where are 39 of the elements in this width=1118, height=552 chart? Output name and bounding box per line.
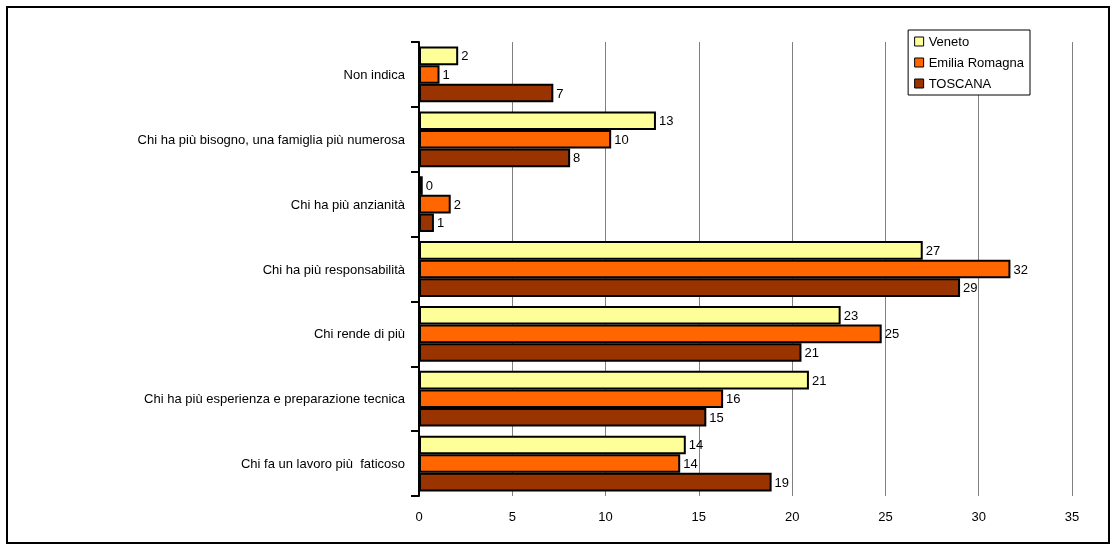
legend-label: Veneto bbox=[928, 34, 970, 49]
x-tick-label: 5 bbox=[508, 509, 516, 524]
data-label: 7 bbox=[556, 85, 564, 101]
data-label: 0 bbox=[425, 178, 433, 194]
x-tick-label: 25 bbox=[878, 509, 893, 524]
data-label: 23 bbox=[843, 307, 859, 323]
data-label: 19 bbox=[774, 474, 790, 490]
data-label: 1 bbox=[442, 66, 450, 82]
y-tick-label: Chi rende di più bbox=[313, 326, 405, 342]
data-label: 8 bbox=[573, 150, 581, 166]
data-label: 14 bbox=[688, 437, 704, 453]
legend-label: Emilia Romagna bbox=[928, 55, 1025, 70]
data-label: 21 bbox=[804, 344, 819, 360]
y-tick-label: Chi ha più responsabilità bbox=[262, 261, 406, 277]
y-tick-label: Chi ha più esperienza e preparazione tecnica bbox=[144, 391, 406, 407]
data-label: 10 bbox=[614, 131, 629, 147]
data-label: 27 bbox=[925, 242, 941, 258]
data-label: 2 bbox=[461, 48, 469, 64]
x-tick-label: 15 bbox=[691, 509, 707, 524]
data-label: 2 bbox=[453, 196, 461, 212]
y-tick-label: Chi ha più anzianità bbox=[290, 196, 406, 212]
data-label: 21 bbox=[811, 372, 827, 388]
legend-label: TOSCANA bbox=[928, 76, 992, 91]
x-tick-label: 0 bbox=[415, 509, 423, 524]
y-tick-label: Chi fa un lavoro più faticoso bbox=[240, 456, 405, 472]
x-tick-label: 10 bbox=[598, 509, 613, 524]
data-label: 29 bbox=[963, 280, 978, 296]
x-tick-label: 20 bbox=[784, 509, 800, 524]
data-label: 16 bbox=[726, 391, 741, 407]
data-label: 13 bbox=[658, 113, 674, 129]
data-label: 32 bbox=[1013, 261, 1028, 277]
x-tick-label: 30 bbox=[971, 509, 986, 524]
data-label: 15 bbox=[709, 409, 724, 425]
data-label: 1 bbox=[436, 215, 445, 231]
y-tick-label: Non indica bbox=[343, 66, 406, 82]
data-label: 25 bbox=[884, 326, 900, 342]
y-tick-label: Chi ha più bisogno, una famiglia più numerosa bbox=[137, 131, 406, 147]
data-label: 14 bbox=[683, 456, 698, 472]
x-tick-label: 35 bbox=[1064, 509, 1080, 524]
